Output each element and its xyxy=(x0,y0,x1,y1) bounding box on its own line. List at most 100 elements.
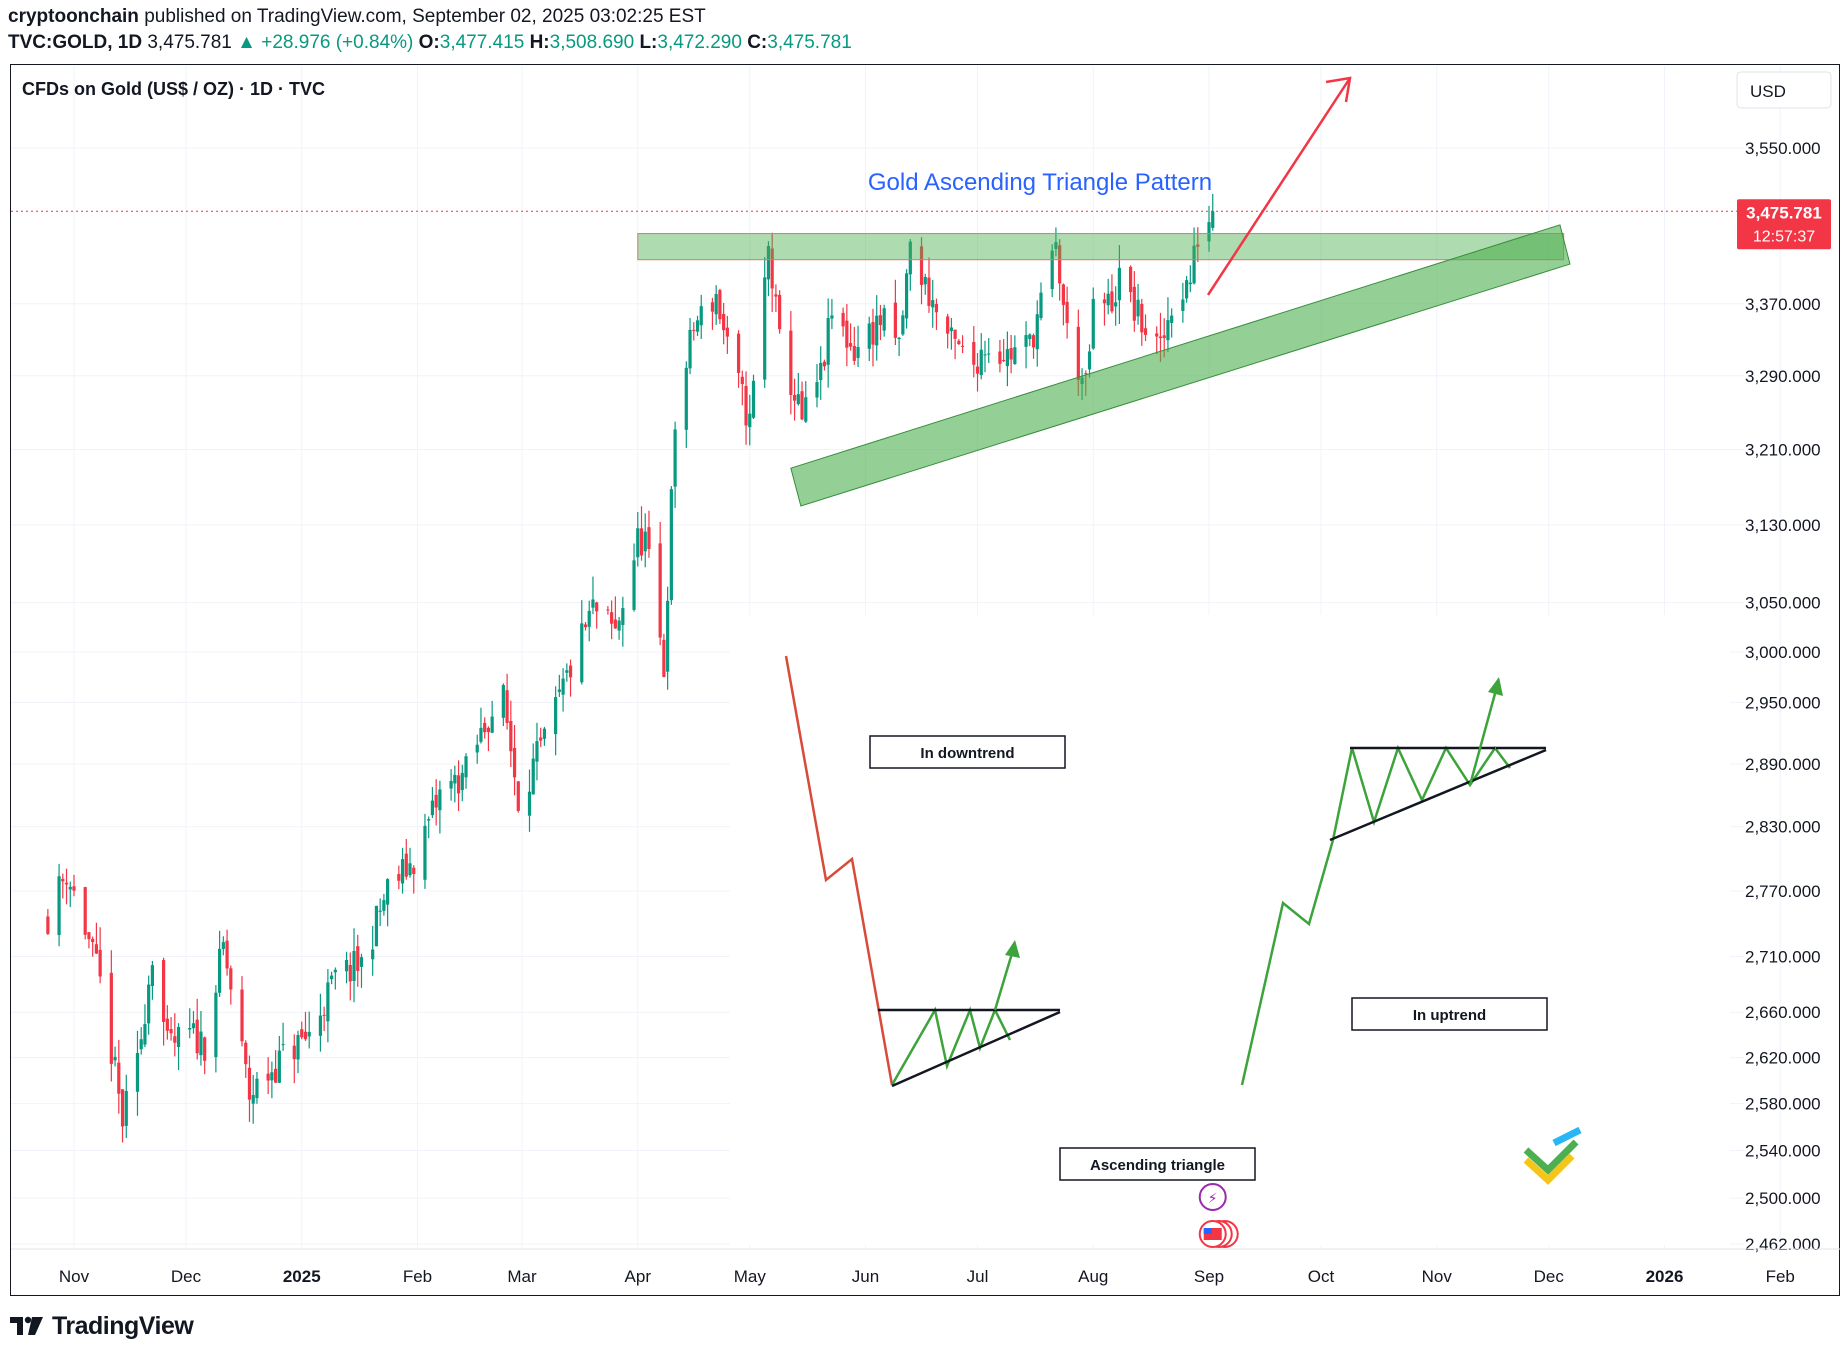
candle-body[interactable] xyxy=(1087,351,1092,370)
candle-body[interactable] xyxy=(270,1072,274,1081)
candle-body[interactable] xyxy=(330,975,334,980)
candle-body[interactable] xyxy=(117,1062,121,1094)
candle-body[interactable] xyxy=(875,315,879,346)
candle-body[interactable] xyxy=(1110,291,1114,312)
candle-body[interactable] xyxy=(1184,280,1189,299)
candle-body[interactable] xyxy=(1005,349,1009,367)
candle-body[interactable] xyxy=(147,984,151,1024)
candle-body[interactable] xyxy=(871,322,875,345)
breakout-arrow[interactable] xyxy=(1206,77,1352,296)
candle-body[interactable] xyxy=(124,1090,128,1126)
candle-body[interactable] xyxy=(1031,335,1036,348)
candle-body[interactable] xyxy=(516,781,520,811)
candle-body[interactable] xyxy=(610,612,614,624)
candle-body[interactable] xyxy=(539,737,543,741)
candle-body[interactable] xyxy=(819,362,823,381)
candle-body[interactable] xyxy=(1188,282,1192,285)
candle-body[interactable] xyxy=(718,290,722,320)
candle-body[interactable] xyxy=(1132,286,1136,321)
candle-body[interactable] xyxy=(94,944,99,954)
candle-body[interactable] xyxy=(695,320,700,332)
lightning-event-icon[interactable] xyxy=(1198,1183,1227,1211)
candle-body[interactable] xyxy=(408,863,412,876)
candle-body[interactable] xyxy=(1065,301,1069,324)
candle-body[interactable] xyxy=(826,318,830,365)
candle-body[interactable] xyxy=(430,800,435,816)
candle-body[interactable] xyxy=(1155,333,1159,337)
candle-body[interactable] xyxy=(486,727,491,733)
candle-body[interactable] xyxy=(740,376,744,385)
candle-body[interactable] xyxy=(557,689,561,692)
candle-body[interactable] xyxy=(1143,328,1148,335)
candlestick-series[interactable] xyxy=(46,193,1215,1143)
candle-body[interactable] xyxy=(1035,314,1039,350)
candle-body[interactable] xyxy=(61,878,65,882)
candle-body[interactable] xyxy=(1054,242,1058,249)
candle-body[interactable] xyxy=(688,329,692,369)
candle-body[interactable] xyxy=(135,1052,140,1092)
candle-body[interactable] xyxy=(1050,250,1054,290)
candle-body[interactable] xyxy=(934,303,939,313)
candle-body[interactable] xyxy=(643,531,647,552)
candle-body[interactable] xyxy=(527,791,532,816)
candle-body[interactable] xyxy=(1039,292,1043,318)
currency-button[interactable] xyxy=(1736,71,1832,109)
candle-body[interactable] xyxy=(91,938,95,943)
candle-body[interactable] xyxy=(374,905,379,947)
candle-body[interactable] xyxy=(382,900,386,911)
candle-body[interactable] xyxy=(1013,347,1017,365)
candle-body[interactable] xyxy=(804,397,808,422)
candle-body[interactable] xyxy=(617,620,621,631)
candle-body[interactable] xyxy=(307,1032,311,1037)
candle-body[interactable] xyxy=(699,306,703,326)
candle-body[interactable] xyxy=(150,965,155,987)
candle-body[interactable] xyxy=(449,780,453,789)
candle-body[interactable] xyxy=(766,245,771,280)
candle-body[interactable] xyxy=(221,942,225,949)
candle-body[interactable] xyxy=(505,690,509,723)
candle-body[interactable] xyxy=(1162,335,1166,339)
candle-body[interactable] xyxy=(878,315,883,326)
candle-body[interactable] xyxy=(475,744,479,753)
candle-body[interactable] xyxy=(1117,267,1121,301)
candle-body[interactable] xyxy=(229,968,233,990)
candle-body[interactable] xyxy=(266,1073,270,1081)
candle-body[interactable] xyxy=(975,366,980,374)
candle-body[interactable] xyxy=(1196,244,1200,247)
candle-body[interactable] xyxy=(165,1018,169,1031)
candle-body[interactable] xyxy=(251,1095,255,1104)
candle-body[interactable] xyxy=(763,277,767,380)
candle-body[interactable] xyxy=(83,887,87,935)
currency-button-label[interactable]: USD xyxy=(1750,82,1786,101)
candle-body[interactable] xyxy=(1091,298,1095,349)
candle-body[interactable] xyxy=(725,327,729,337)
candle-body[interactable] xyxy=(632,560,636,610)
candle-body[interactable] xyxy=(931,300,935,308)
candle-body[interactable] xyxy=(613,619,617,629)
candle-body[interactable] xyxy=(987,353,991,355)
candle-body[interactable] xyxy=(662,639,666,677)
candle-body[interactable] xyxy=(255,1078,259,1099)
candle-body[interactable] xyxy=(658,543,662,638)
candle-body[interactable] xyxy=(714,294,718,315)
candle-body[interactable] xyxy=(800,391,804,420)
candle-body[interactable] xyxy=(64,882,69,885)
candle-body[interactable] xyxy=(277,1050,281,1083)
candle-body[interactable] xyxy=(199,1031,203,1056)
candle-body[interactable] xyxy=(568,665,573,678)
candle-body[interactable] xyxy=(281,1044,285,1046)
candle-body[interactable] xyxy=(1211,211,1215,228)
candle-body[interactable] xyxy=(348,964,352,982)
candle-body[interactable] xyxy=(1024,335,1028,347)
tradingview-footer[interactable]: TradingView xyxy=(10,1308,194,1344)
candle-body[interactable] xyxy=(748,413,752,428)
candle-body[interactable] xyxy=(1136,299,1140,317)
candle-body[interactable] xyxy=(139,1039,143,1050)
candle-body[interactable] xyxy=(509,721,513,752)
candle-body[interactable] xyxy=(214,992,218,1058)
candle-body[interactable] xyxy=(535,741,539,762)
candle-body[interactable] xyxy=(736,333,741,373)
candle-body[interactable] xyxy=(580,623,584,683)
candle-body[interactable] xyxy=(595,602,599,612)
